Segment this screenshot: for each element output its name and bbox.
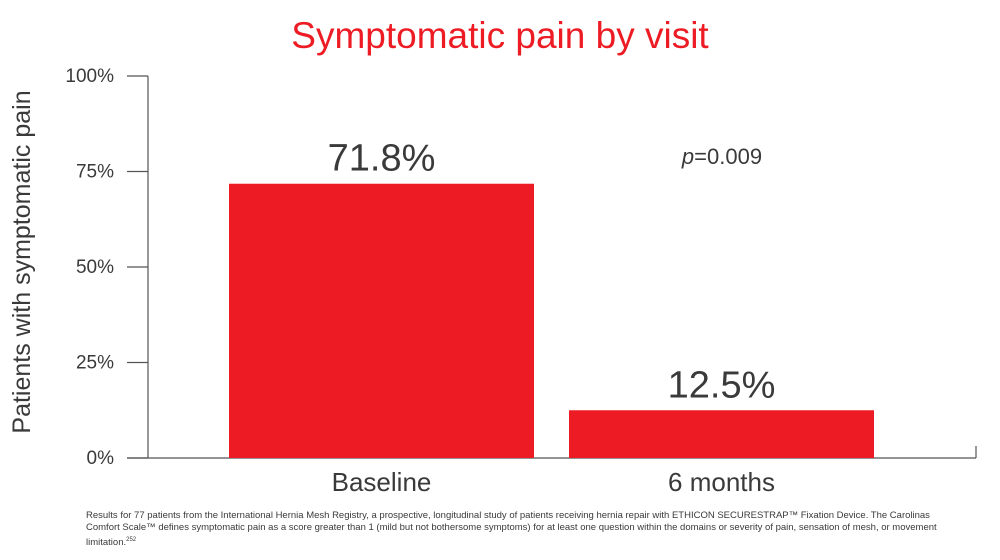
y-tick-label: 0%	[87, 448, 115, 469]
footnote-reference: 252	[126, 537, 137, 543]
y-tick-label: 75%	[76, 162, 114, 183]
bar-value-label: 12.5%	[668, 364, 776, 406]
bar	[229, 183, 534, 458]
p-value-text: =0.009	[694, 144, 762, 169]
x-category-label: Baseline	[332, 467, 432, 497]
bar	[569, 410, 874, 458]
footnote-text: Results for 77 patients from the Interna…	[86, 510, 937, 549]
p-value-annotation: p=0.009	[681, 144, 762, 169]
bars: 71.8% Baseline 12.5% 6 months	[229, 138, 874, 497]
chart-title: Symptomatic pain by visit	[291, 15, 709, 56]
bar-value-label: 71.8%	[328, 138, 436, 180]
x-category-label: 6 months	[668, 467, 775, 497]
y-tick-label: 100%	[65, 66, 114, 87]
footnote: Results for 77 patients from the Interna…	[86, 510, 966, 549]
y-tick-label: 50%	[76, 257, 114, 278]
y-axis-label: Patients with symptomatic pain	[8, 90, 36, 433]
p-value-italic: p	[681, 144, 694, 169]
y-tick-label: 25%	[76, 353, 114, 374]
